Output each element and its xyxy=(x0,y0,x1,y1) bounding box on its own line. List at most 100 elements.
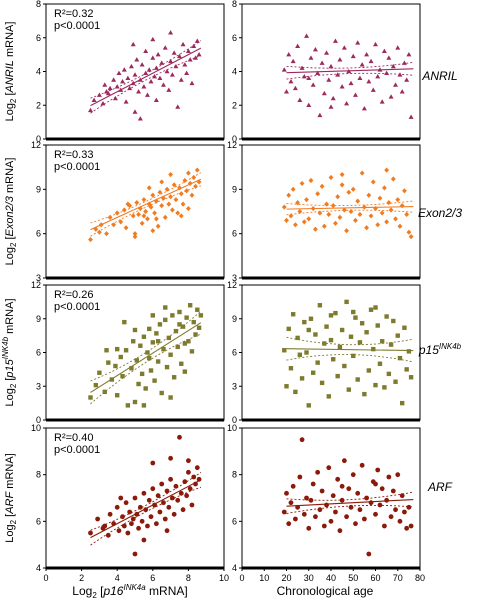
data-point xyxy=(189,80,195,86)
regression-line xyxy=(90,322,202,393)
x-axis-label-left: Log2 [p16INK4a mRNA] xyxy=(72,583,187,600)
data-point xyxy=(184,188,190,194)
row-label-exon23: Exon2/3 xyxy=(418,206,462,220)
data-point xyxy=(348,504,354,510)
data-point xyxy=(196,325,202,330)
data-point xyxy=(150,486,156,492)
data-point xyxy=(163,317,168,323)
data-point xyxy=(157,509,163,515)
data-point xyxy=(397,355,403,361)
confidence-band xyxy=(90,40,202,99)
data-point xyxy=(286,326,291,332)
data-point xyxy=(384,70,390,75)
confidence-band xyxy=(90,172,202,224)
confidence-band xyxy=(90,486,202,546)
y-axis-label: Log2 [p15INK4b mRNA] xyxy=(1,298,18,406)
data-point xyxy=(313,514,318,520)
data-point xyxy=(168,30,174,35)
data-point xyxy=(373,205,378,212)
data-point xyxy=(335,72,341,77)
data-point xyxy=(182,479,188,485)
data-point xyxy=(313,226,318,232)
data-point xyxy=(173,197,179,203)
data-point xyxy=(364,225,369,231)
data-point xyxy=(186,469,191,475)
confidence-band xyxy=(90,55,202,114)
y-tick-label: 8 xyxy=(36,470,41,480)
data-point xyxy=(350,53,356,59)
data-point xyxy=(166,335,172,341)
data-point xyxy=(120,373,125,379)
x-tick-label: 8 xyxy=(186,573,191,583)
plot-frame xyxy=(241,284,421,421)
data-point xyxy=(102,389,107,395)
data-point xyxy=(104,231,109,237)
data-point xyxy=(95,516,101,522)
data-point xyxy=(355,198,361,204)
data-point xyxy=(189,349,195,354)
data-point xyxy=(384,219,390,225)
data-point xyxy=(137,116,143,121)
data-point xyxy=(88,107,93,113)
data-point xyxy=(288,79,294,84)
data-point xyxy=(386,371,392,377)
data-point xyxy=(150,340,155,345)
data-point xyxy=(312,46,318,52)
x-tick-label: 0 xyxy=(43,573,48,583)
data-point xyxy=(348,334,354,339)
data-point xyxy=(297,474,303,480)
data-point xyxy=(373,305,378,310)
confidence-band xyxy=(286,491,414,501)
y-tick-label: 6 xyxy=(232,516,237,526)
data-point xyxy=(332,38,338,43)
data-point xyxy=(155,223,161,229)
data-point xyxy=(177,434,182,440)
data-point xyxy=(306,525,312,531)
data-point xyxy=(186,170,191,176)
data-point xyxy=(100,100,106,106)
data-point xyxy=(155,339,161,344)
data-point xyxy=(153,97,159,102)
data-point xyxy=(391,318,396,324)
data-point xyxy=(301,73,307,79)
data-point xyxy=(195,307,200,312)
data-point xyxy=(145,216,150,222)
data-point xyxy=(319,60,325,65)
x-tick-label: 20 xyxy=(281,573,291,583)
data-point xyxy=(359,321,365,326)
data-point xyxy=(191,43,197,48)
confidence-band xyxy=(90,472,202,531)
y-tick-label: 2 xyxy=(232,100,237,110)
data-point xyxy=(326,77,332,82)
data-point xyxy=(157,189,163,195)
data-point xyxy=(178,77,184,82)
y-tick-label: 4 xyxy=(232,563,237,573)
data-point xyxy=(118,219,124,225)
data-point xyxy=(166,201,172,207)
data-point xyxy=(91,97,97,102)
x-tick-label: 60 xyxy=(370,573,380,583)
data-point xyxy=(105,532,111,538)
scatter-panel-c-right: 0 3 6 9 12 xyxy=(227,280,421,425)
data-point xyxy=(342,363,347,369)
data-point xyxy=(168,58,174,64)
data-point xyxy=(328,313,334,318)
data-point xyxy=(122,319,127,325)
data-point xyxy=(399,493,405,499)
confidence-band xyxy=(286,209,414,216)
data-point xyxy=(150,192,156,198)
data-point xyxy=(393,507,398,513)
data-point xyxy=(328,518,334,524)
plot-frame xyxy=(241,427,421,569)
data-point xyxy=(288,213,294,219)
data-point xyxy=(148,79,154,84)
y-tick-label: 4 xyxy=(36,563,41,573)
data-point xyxy=(386,200,392,206)
y-tick-label: 2 xyxy=(36,100,41,110)
confidence-band xyxy=(286,72,414,80)
data-point xyxy=(179,361,184,366)
stats-annotation: p<0.0001 xyxy=(54,20,100,32)
data-point xyxy=(136,525,141,531)
data-point xyxy=(352,92,358,97)
data-point xyxy=(326,465,332,471)
